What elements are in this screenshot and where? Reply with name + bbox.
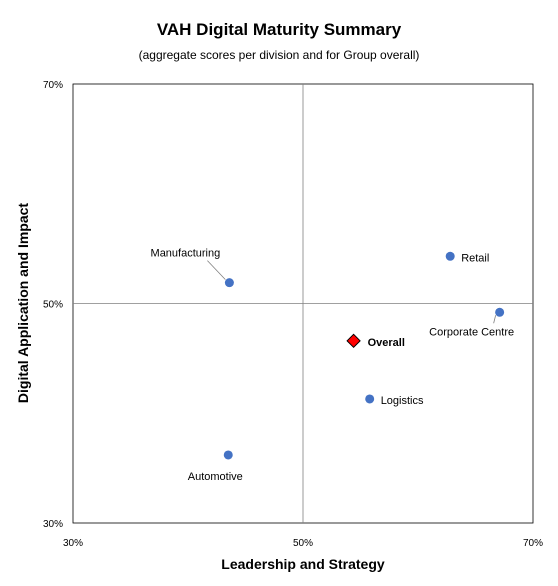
x-axis-label: Leadership and Strategy <box>221 556 385 572</box>
data-point-retail <box>445 251 455 261</box>
data-label-overall: Overall <box>368 337 405 349</box>
leader-line-corporate-centre <box>493 315 497 324</box>
x-tick-label: 30% <box>63 538 83 549</box>
data-label-automotive: Automotive <box>188 471 243 483</box>
data-label-corporate-centre: Corporate Centre <box>429 326 514 338</box>
data-point-logistics <box>365 394 375 404</box>
leader-line-manufacturing <box>207 260 226 280</box>
data-point-corporate-centre <box>495 307 505 317</box>
data-point-manufacturing <box>224 278 234 288</box>
y-axis-label: Digital Application and Impact <box>15 203 31 404</box>
data-label-manufacturing: Manufacturing <box>151 248 221 260</box>
y-tick-label: 30% <box>43 519 63 530</box>
data-label-retail: Retail <box>461 252 489 264</box>
x-tick-label: 50% <box>293 538 313 549</box>
data-label-logistics: Logistics <box>381 395 424 407</box>
y-tick-label: 70% <box>43 80 63 91</box>
chart-subtitle: (aggregate scores per division and for G… <box>138 48 420 62</box>
data-point-overall <box>346 333 361 349</box>
y-tick-label: 50% <box>43 300 63 311</box>
data-point-automotive <box>223 450 233 460</box>
chart-title: VAH Digital Maturity Summary <box>156 20 402 39</box>
x-tick-label: 70% <box>523 538 543 549</box>
